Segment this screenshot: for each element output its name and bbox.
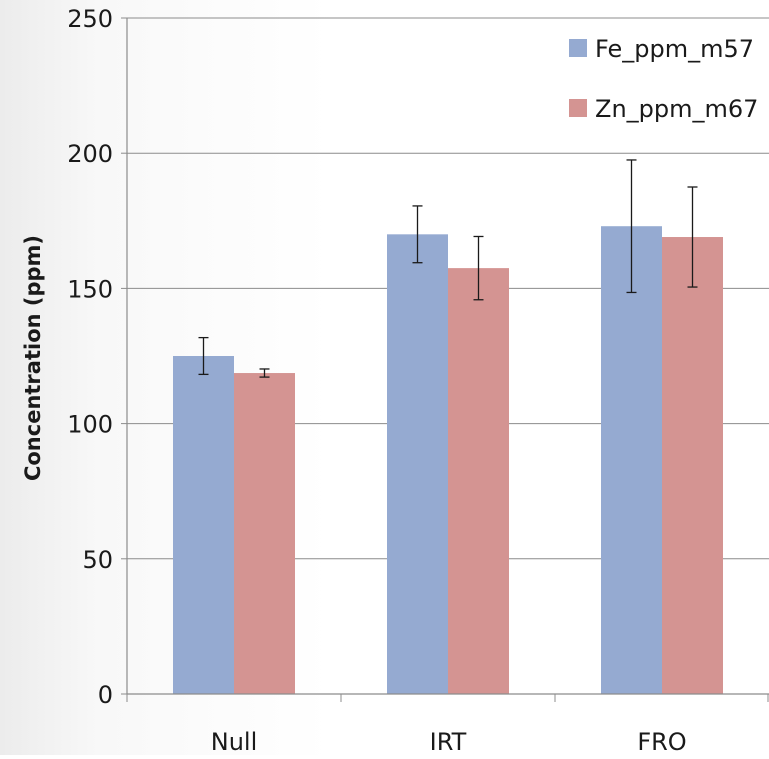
bar: [234, 373, 295, 694]
legend-label: Zn_ppm_m67: [595, 95, 758, 123]
y-tick-label: 250: [67, 5, 113, 33]
y-tick-label: 100: [67, 411, 113, 439]
y-tick-label: 200: [67, 140, 113, 168]
legend: Fe_ppm_m57 Zn_ppm_m67: [569, 35, 758, 123]
bar: [448, 268, 509, 694]
legend-swatch: [569, 99, 587, 117]
bar: [601, 226, 662, 694]
x-tick-label: IRT: [430, 728, 467, 755]
y-tick-label: 50: [82, 546, 113, 574]
y-axis-label: Concentration (ppm): [21, 235, 45, 481]
x-tick-label: Null: [211, 728, 258, 755]
y-tick-label: 150: [67, 275, 113, 303]
legend-swatch: [569, 39, 587, 57]
bar: [387, 234, 448, 694]
y-tick-label: 0: [98, 681, 113, 709]
legend-label: Fe_ppm_m57: [595, 35, 754, 63]
bars: [173, 159, 723, 695]
axes: 0 50 100 150 200 250 Null IRT FRO: [67, 5, 769, 756]
x-tick-label: FRO: [637, 728, 686, 755]
bar: [173, 356, 234, 694]
bar: [662, 237, 723, 695]
